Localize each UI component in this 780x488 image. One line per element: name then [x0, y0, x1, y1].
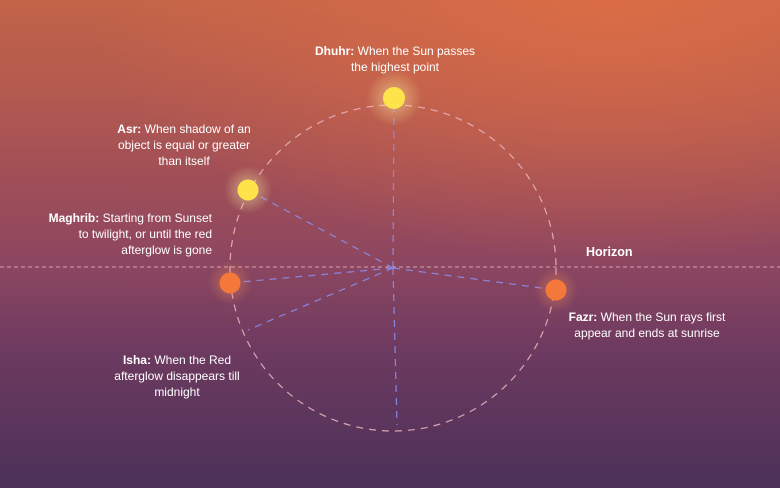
sun-icon — [237, 179, 259, 201]
sun-icon — [219, 272, 241, 294]
prayer-description: When the Sun passes the highest point — [350, 44, 476, 74]
radial-line-isha — [247, 267, 394, 331]
horizon-label: Horizon — [586, 245, 633, 259]
prayer-label-asr: Asr: When shadow of an object is equal o… — [106, 121, 262, 169]
radial-line-maghrib — [229, 267, 394, 284]
crescent-moon-icon — [386, 414, 401, 436]
prayer-description: When the Red afterglow disappears till m… — [114, 353, 240, 399]
sun-icon — [545, 279, 567, 301]
prayer-description: Starting from Sunset to twilight, or unt… — [78, 211, 212, 257]
prayer-description: When shadow of an object is equal or gre… — [117, 122, 251, 168]
radial-line-fazr — [392, 267, 557, 291]
prayer-name: Fazr: — [568, 310, 598, 324]
radial-line-dhuhr — [392, 97, 395, 269]
prayer-label-dhuhr: Dhuhr: When the Sun passes the highest p… — [310, 43, 480, 75]
prayer-name: Asr: — [117, 122, 142, 136]
radial-line-midnight — [392, 267, 398, 426]
prayer-name: Maghrib: — [48, 211, 100, 225]
prayer-name: Isha: — [122, 353, 151, 367]
prayer-label-fazr: Fazr: When the Sun rays first appear and… — [566, 309, 728, 341]
prayer-name: Dhuhr: — [314, 44, 355, 58]
radial-line-asr — [247, 189, 394, 269]
prayer-label-maghrib: Maghrib: Starting from Sunset to twiligh… — [40, 210, 212, 258]
prayer-label-isha: Isha: When the Red afterglow disappears … — [104, 352, 250, 400]
sun-icon — [383, 87, 405, 109]
prayer-description: When the Sun rays first appear and ends … — [574, 310, 726, 340]
